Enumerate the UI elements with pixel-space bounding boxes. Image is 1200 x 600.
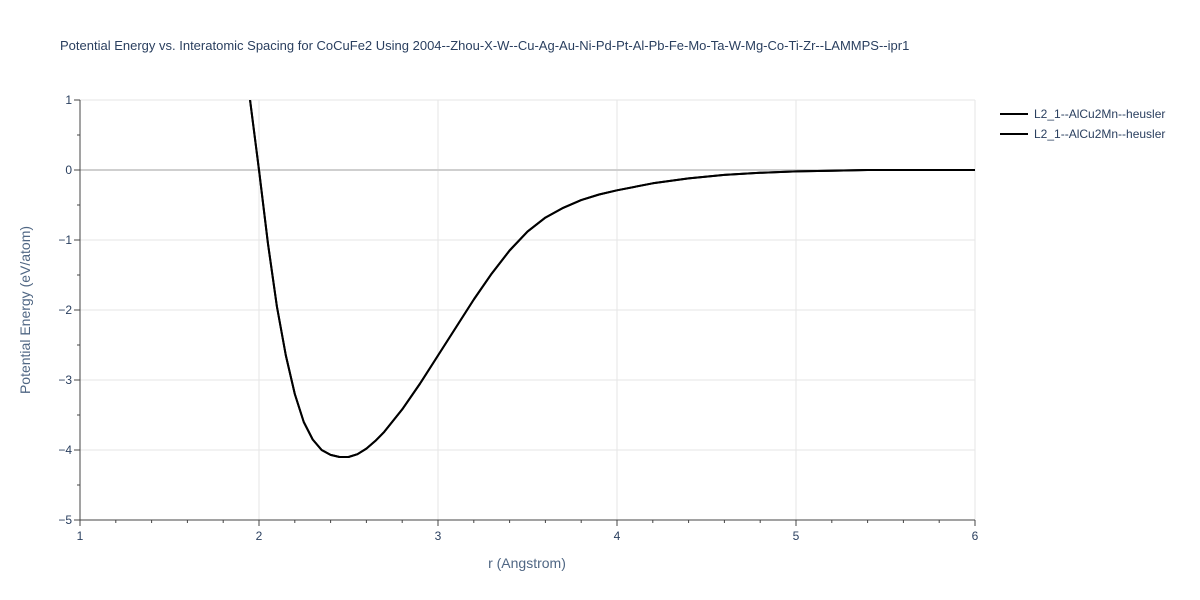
chart-title: Potential Energy vs. Interatomic Spacing…: [60, 38, 909, 53]
x-axis-title: r (Angstrom): [488, 555, 566, 571]
x-tick-label: 2: [256, 529, 263, 543]
legend[interactable]: L2_1--AlCu2Mn--heusler L2_1--AlCu2Mn--heu…: [1000, 107, 1165, 141]
legend-item-2[interactable]: L2_1--AlCu2Mn--heusler: [1000, 127, 1165, 141]
legend-item-1[interactable]: L2_1--AlCu2Mn--heusler: [1000, 107, 1165, 121]
x-tick-label: 1: [77, 529, 84, 543]
y-tick-label: −5: [58, 513, 72, 527]
y-tick-label: 1: [65, 93, 72, 107]
y-tick-label: 0: [65, 163, 72, 177]
axes: 1 2 3 4 5 6 1 0 −1 −2 −3 −4 −5: [58, 93, 978, 543]
y-tick-label: −1: [58, 233, 72, 247]
series-line-1: [249, 100, 975, 458]
series-line-2: [249, 100, 975, 458]
y-axis-title: Potential Energy (eV/atom): [17, 226, 33, 394]
y-tick-label: −3: [58, 373, 72, 387]
y-tick-label: −4: [58, 443, 72, 457]
legend-label: L2_1--AlCu2Mn--heusler: [1034, 127, 1165, 141]
y-tick-label: −2: [58, 303, 72, 317]
x-tick-label: 4: [614, 529, 621, 543]
grid: [80, 99, 976, 520]
plot-area: [249, 100, 975, 458]
x-tick-label: 3: [435, 529, 442, 543]
legend-label: L2_1--AlCu2Mn--heusler: [1034, 107, 1165, 121]
x-tick-label: 5: [793, 529, 800, 543]
x-tick-label: 6: [972, 529, 979, 543]
